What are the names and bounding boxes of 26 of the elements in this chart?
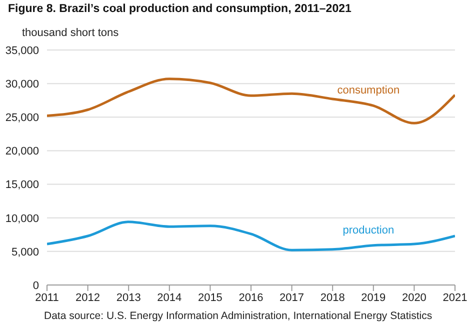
y-tick-label: 5,000 xyxy=(11,246,39,258)
x-tick-label: 2015 xyxy=(198,292,222,304)
x-tick-label: 2014 xyxy=(157,292,182,304)
y-axis-title: thousand short tons xyxy=(22,27,119,39)
x-tick-label: 2020 xyxy=(402,292,426,304)
y-tick-label: 10,000 xyxy=(5,212,39,225)
line-series xyxy=(47,78,455,124)
y-tick-label: 25,000 xyxy=(5,112,39,124)
y-tick-label: 0 xyxy=(32,280,39,292)
series-label: production xyxy=(342,224,394,236)
source-note: Data source: U.S. Energy Information Administration, International Energy Statistics xyxy=(44,310,432,322)
x-tick-label: 2018 xyxy=(320,292,345,304)
y-tick-label: 30,000 xyxy=(5,78,39,90)
line-series xyxy=(47,220,455,252)
x-tick-label: 2011 xyxy=(35,292,59,304)
x-tick-label: 2013 xyxy=(116,292,141,304)
y-tick-label: 20,000 xyxy=(5,146,39,158)
x-tick-label: 2021 xyxy=(442,292,468,304)
y-tick-label: 35,000 xyxy=(5,44,39,57)
x-tick-label: 2017 xyxy=(280,292,304,304)
chart-title: Figure 8. Brazil’s coal production and consumption, 2011–2021 xyxy=(8,3,352,15)
x-tick-label: 2012 xyxy=(76,292,100,304)
x-tick-label: 2016 xyxy=(238,292,264,304)
y-tick-label: 15,000 xyxy=(5,179,39,192)
series-label: consumption xyxy=(337,84,400,97)
x-tick-label: 2019 xyxy=(361,292,386,304)
